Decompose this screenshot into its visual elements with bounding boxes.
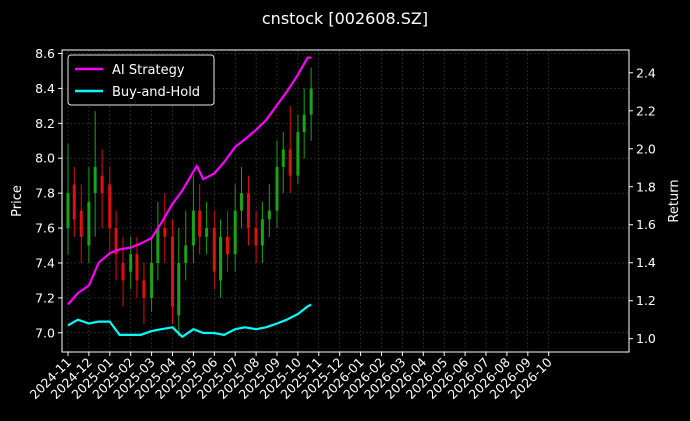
price-bar-body (198, 210, 202, 237)
series-lines (67, 56, 312, 338)
left-axis-label: Price (10, 185, 25, 217)
plot-frame (61, 49, 630, 353)
right-tick-label: 1.8 (636, 179, 656, 194)
price-bar-body (254, 228, 258, 246)
right-axis-ticks: 1.0 1.2 1.4 1.6 1.8 2.0 2.2 2.4 (629, 65, 656, 346)
price-bar-body (219, 236, 223, 281)
price-bar-body (142, 280, 146, 298)
price-bar-body (129, 254, 133, 272)
price-bar-body (233, 210, 237, 255)
right-tick-label: 2.0 (636, 141, 656, 156)
chart-title: cnstock [002608.SZ] (262, 9, 428, 28)
price-bar-body (171, 236, 174, 307)
price-bar-body (72, 184, 76, 220)
price-bar-body (191, 210, 195, 246)
series-line-buy-and-hold (67, 303, 312, 338)
left-tick-label: 8.0 (35, 151, 55, 166)
right-tick-label: 1.6 (636, 217, 656, 232)
price-bar-body (121, 262, 125, 281)
price-bar-body (184, 245, 188, 263)
left-tick-label: 7.6 (35, 221, 55, 236)
price-bar-body (150, 262, 154, 298)
left-tick-label: 7.2 (35, 290, 55, 305)
legend-box (67, 54, 215, 106)
price-bar-body (163, 228, 167, 237)
price-bar-body (281, 149, 285, 167)
right-tick-label: 2.2 (636, 103, 656, 118)
price-bar-body (302, 114, 306, 133)
price-bar-body (135, 254, 139, 281)
left-axis-ticks: 7.0 7.2 7.4 7.6 7.8 8.0 8.2 8.4 8.6 (35, 46, 62, 340)
right-tick-label: 1.4 (636, 255, 656, 270)
series-line-ai-strategy (67, 56, 312, 306)
price-bar-body (100, 175, 104, 194)
price-bars (66, 67, 313, 337)
price-bar-body (275, 166, 279, 211)
legend-label-ai-strategy: AI Strategy (112, 63, 185, 78)
price-bar-body (267, 210, 271, 220)
price-bar-body (239, 193, 243, 211)
price-bar-body (79, 210, 83, 237)
price-bar-body (296, 132, 300, 176)
left-tick-label: 8.6 (35, 46, 55, 61)
legend-label-buy-and-hold: Buy-and-Hold (112, 85, 200, 100)
left-tick-label: 7.8 (35, 186, 55, 201)
price-bar-body (156, 228, 160, 263)
grid (62, 50, 629, 352)
left-tick-label: 7.4 (35, 255, 55, 270)
price-bar-body (212, 228, 216, 272)
left-tick-label: 8.4 (35, 81, 55, 96)
price-bar-body (66, 193, 70, 229)
right-tick-label: 1.0 (636, 331, 656, 346)
right-tick-label: 1.2 (636, 293, 656, 308)
price-bar-body (205, 228, 209, 237)
legend: AI Strategy Buy-and-Hold (67, 54, 215, 106)
x-axis-ticks: 2024-112024-122025-012025-022025-032025-… (27, 352, 555, 402)
left-tick-label: 7.0 (35, 325, 55, 340)
left-tick-label: 8.2 (35, 116, 55, 131)
right-axis-label: Return (667, 179, 682, 222)
price-bar-body (87, 201, 91, 246)
price-bar-body (93, 166, 97, 194)
price-bar-body (108, 184, 112, 229)
right-tick-label: 2.4 (636, 65, 656, 80)
price-bar-body (114, 228, 118, 255)
price-bar-body (177, 262, 181, 316)
price-bar-body (226, 236, 230, 255)
price-bar-body (246, 193, 250, 229)
price-bar-body (260, 219, 264, 246)
price-bar-body (288, 149, 292, 176)
price-bar-body (309, 88, 313, 115)
